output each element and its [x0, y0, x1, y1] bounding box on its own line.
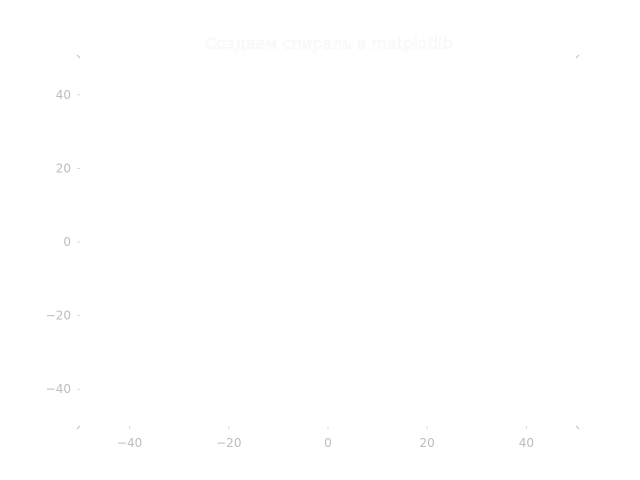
y-tick-label: 20 — [56, 161, 71, 175]
y-tick-label: −20 — [46, 309, 71, 323]
chart-title: Создаем спираль в matplotlib — [205, 34, 453, 53]
corner-mark-top-right — [575, 54, 580, 59]
x-tick-label: 0 — [324, 436, 332, 450]
corner-mark-top-left — [76, 54, 81, 59]
x-tick-label: 40 — [519, 436, 534, 450]
x-tick-label: 20 — [420, 436, 435, 450]
y-tick-label: −40 — [46, 382, 71, 396]
plot-area: −40 −20 0 20 40 40 20 0 −20 −40 — [46, 54, 580, 450]
x-tick-label: −40 — [117, 436, 142, 450]
y-tick-label: 0 — [63, 235, 71, 249]
corner-mark-bottom-left — [76, 425, 81, 430]
x-tick-label: −20 — [216, 436, 241, 450]
y-tick-label: 40 — [56, 88, 71, 102]
corner-mark-bottom-right — [575, 425, 580, 430]
